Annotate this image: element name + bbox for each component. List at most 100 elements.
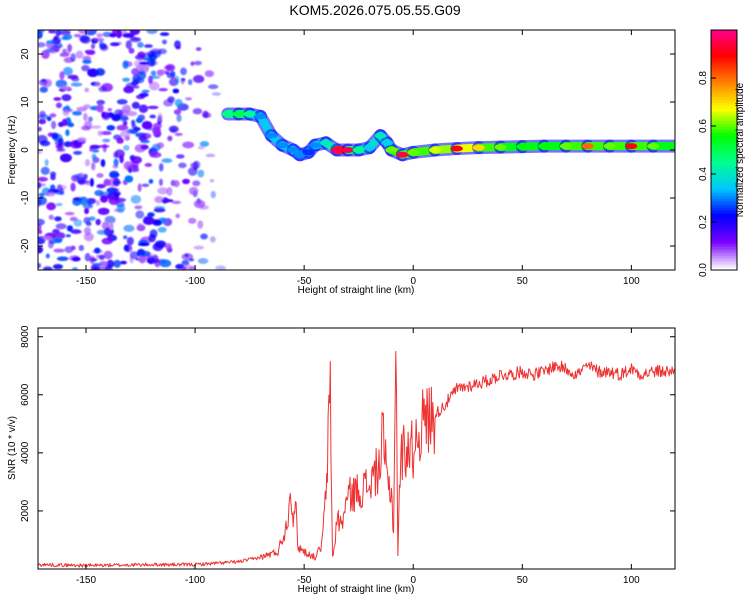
x-tick-label: 100	[623, 276, 640, 287]
noise-blob	[73, 219, 83, 227]
noise-blob	[98, 254, 105, 260]
noise-blob	[178, 162, 187, 169]
noise-blob	[175, 45, 181, 50]
colorbar-cell	[711, 156, 737, 160]
noise-blob	[39, 86, 48, 93]
noise-blob	[202, 110, 209, 119]
noise-blob	[141, 89, 150, 93]
noise-blob	[40, 166, 50, 175]
colorbar-cell	[711, 168, 737, 172]
ridge-point	[341, 147, 354, 153]
noise-blob	[54, 216, 62, 222]
noise-blob	[175, 213, 181, 219]
noise-blob	[82, 59, 92, 64]
colorbar-cell	[711, 219, 737, 223]
noise-blob	[156, 121, 162, 125]
noise-blob	[95, 200, 100, 206]
noise-blob	[149, 75, 161, 79]
noise-blob	[116, 99, 128, 105]
ridge-point	[352, 147, 365, 153]
noise-blob	[96, 173, 104, 178]
noise-blob	[144, 163, 153, 167]
noise-blob	[157, 112, 163, 122]
noise-blob	[152, 242, 164, 252]
colorbar-cell	[711, 39, 737, 43]
noise-blob	[160, 217, 166, 225]
noise-blob	[119, 154, 124, 164]
noise-blob	[38, 229, 43, 235]
noise-blob	[138, 250, 151, 257]
noise-blob	[98, 40, 104, 48]
snr-panel: -150 -100 -50 0 50 100 2000 4000 6000 8000 Heigh…	[7, 325, 676, 595]
colorbar-cell	[711, 72, 737, 76]
noise-blob	[109, 170, 120, 179]
noise-blob	[182, 141, 195, 149]
noise-blob	[131, 124, 137, 129]
ridge-point	[647, 143, 660, 150]
noise-blob	[174, 132, 183, 137]
noise-blob	[71, 174, 80, 182]
noise-blob	[137, 183, 142, 192]
noise-blob	[106, 125, 116, 131]
colorbar-cell	[711, 105, 737, 109]
noise-blob	[129, 37, 141, 43]
y-tick-label: 10	[20, 96, 31, 108]
snr-x-label: Height of straight line (km)	[298, 584, 415, 595]
ridge-point	[538, 143, 551, 150]
noise-blob	[90, 43, 96, 50]
colorbar-cell	[711, 189, 737, 193]
noise-blob	[123, 224, 135, 232]
colorbar-cell	[711, 171, 737, 175]
noise-blob	[64, 30, 71, 35]
noise-blob	[84, 207, 90, 215]
noise-blob	[199, 141, 210, 147]
noise-blob	[151, 143, 161, 152]
noise-blob	[56, 256, 69, 262]
noise-blob	[197, 169, 205, 178]
ridge-point	[625, 143, 638, 150]
noise-blob	[205, 153, 216, 158]
noise-blob	[166, 187, 173, 196]
spectrogram-y-label: Frequency (Hz)	[7, 116, 18, 185]
colorbar-cell	[711, 126, 737, 130]
noise-blob	[55, 102, 63, 109]
noise-blob	[41, 78, 47, 83]
noise-blob	[174, 75, 180, 85]
ridge-point	[276, 142, 289, 149]
noise-blob	[65, 234, 71, 238]
noise-blob	[134, 205, 143, 210]
colorbar-cell	[711, 261, 737, 265]
noise-blob	[75, 50, 84, 59]
noise-blob	[156, 69, 165, 77]
noise-blob	[135, 210, 145, 219]
noise-blob	[113, 191, 121, 196]
colorbar-cell	[711, 102, 737, 106]
noise-blob	[91, 162, 96, 171]
noise-blob	[101, 237, 113, 245]
noise-blob	[72, 111, 83, 116]
colorbar-cell	[711, 111, 737, 115]
colorbar-cell	[711, 123, 737, 127]
colorbar: 0.0 0.2 0.4 0.6 0.8 Normalized spectral ampl…	[698, 29, 746, 277]
noise-blob	[123, 244, 130, 252]
noise-blob	[70, 182, 76, 192]
spectrogram-x-label: Height of straight line (km)	[298, 285, 415, 296]
ridge-point	[287, 147, 300, 153]
noise-blob	[38, 218, 45, 226]
x-tick-label: 0	[410, 276, 416, 287]
noise-blob	[61, 94, 72, 102]
noise-blob	[92, 265, 99, 270]
noise-blob	[67, 122, 75, 128]
noise-blob	[38, 182, 42, 189]
ridge-point	[309, 142, 322, 149]
y-tick-label: 2000	[20, 499, 31, 522]
noise-blob	[88, 116, 93, 123]
colorbar-tick-label: 0.2	[698, 215, 709, 229]
noise-blob	[96, 183, 106, 189]
noise-blob	[113, 259, 121, 268]
noise-blob	[182, 178, 190, 185]
y-tick-label: 6000	[20, 383, 31, 406]
noise-blob	[148, 178, 154, 184]
noise-blob	[79, 196, 89, 206]
spectrogram-ridge	[221, 107, 675, 162]
